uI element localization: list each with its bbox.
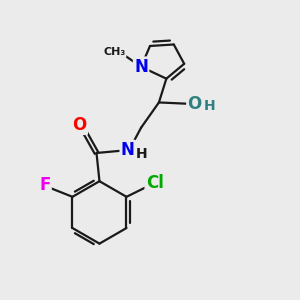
Text: Cl: Cl bbox=[146, 174, 164, 192]
Text: H: H bbox=[204, 99, 216, 113]
Text: N: N bbox=[134, 58, 148, 76]
Text: F: F bbox=[39, 176, 50, 194]
Text: N: N bbox=[121, 141, 135, 159]
Text: O: O bbox=[188, 95, 202, 113]
Text: O: O bbox=[72, 116, 87, 134]
Text: CH₃: CH₃ bbox=[103, 47, 125, 57]
Text: H: H bbox=[135, 147, 147, 160]
